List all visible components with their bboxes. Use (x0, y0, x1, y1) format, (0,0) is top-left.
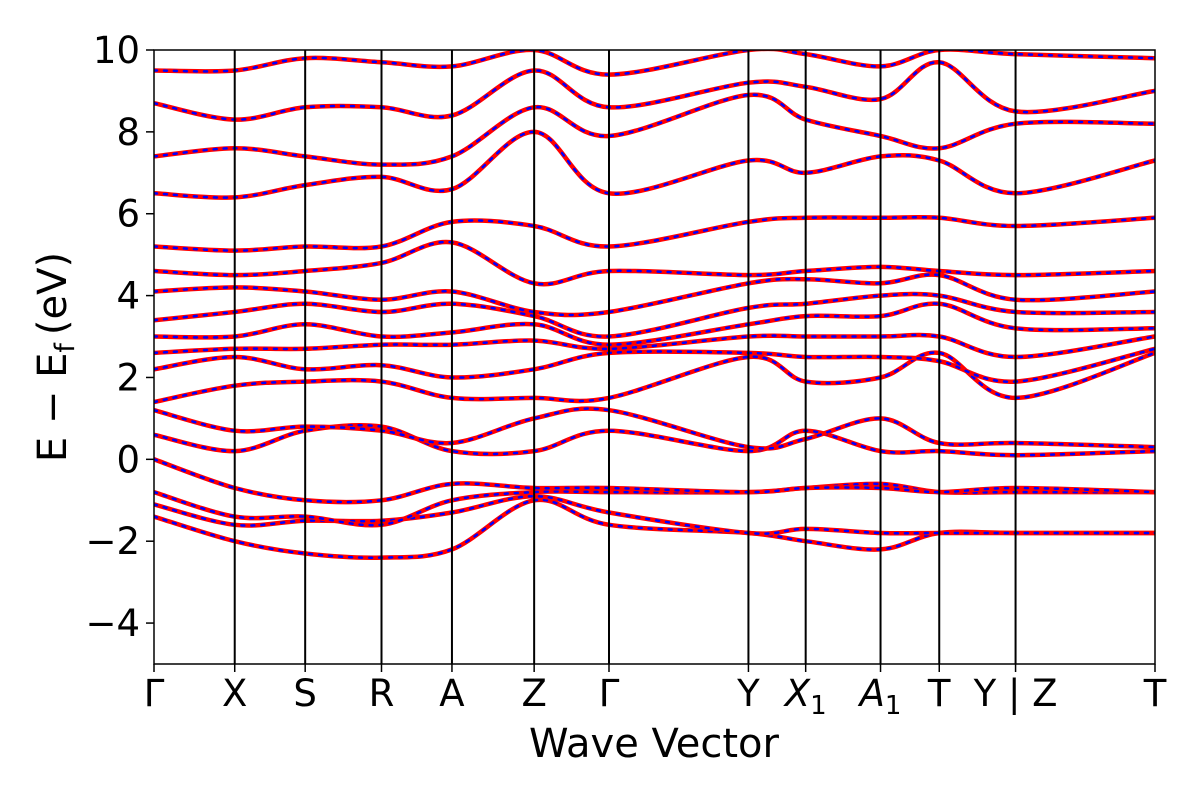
x-tick-label: T (1143, 672, 1167, 715)
band-13-blue (154, 215, 1155, 252)
x-tick-label: Y (736, 672, 760, 715)
y-tick-label: 4 (116, 275, 140, 318)
x-tick-label: T (927, 672, 951, 715)
band-9-blue (154, 302, 1155, 346)
y-tick-label: 10 (93, 29, 140, 72)
band-0-red (154, 497, 1155, 560)
x-axis-ticks: Γ X S R A Z Γ Y X1 A1 T Y | Z T (144, 664, 1167, 721)
x-tick-label: X1 (783, 672, 827, 721)
x-axis-label: Wave Vector (529, 721, 780, 767)
band-lines (154, 50, 1155, 560)
x-tick-label: Z (521, 672, 546, 715)
x-tick-label: A1 (858, 672, 902, 721)
band-3-blue (154, 458, 1155, 504)
y-tick-label: 6 (116, 193, 140, 236)
x-tick-label: A (439, 672, 464, 715)
y-tick-label: 2 (116, 356, 140, 399)
band-3-red (154, 457, 1155, 505)
x-tick-label: S (293, 672, 317, 715)
y-axis-label: E − Ef (eV) (30, 252, 81, 462)
band-7-red (154, 346, 1155, 384)
band-14-blue (154, 130, 1155, 199)
y-axis-label-main: E − E (30, 353, 76, 463)
x-tick-label: R (369, 672, 395, 715)
y-tick-label: −2 (85, 520, 140, 563)
x-tick-label: Γ (599, 672, 620, 715)
plot-frame (153, 49, 1156, 665)
y-axis-label-unit: (eV) (30, 252, 76, 335)
y-axis-ticks: −4 −2 0 2 4 6 8 10 (85, 29, 154, 645)
band-5-red (154, 406, 1155, 451)
band-16-blue (154, 61, 1155, 121)
high-symmetry-lines (233, 50, 1017, 664)
x-tick-label: X (222, 672, 247, 715)
x-tick-label: Γ (144, 672, 165, 715)
y-axis-label-sub: f (50, 342, 81, 353)
y-tick-label: 8 (116, 111, 140, 154)
x-tick-label: Y | Z (973, 672, 1058, 715)
band-17-red (154, 50, 1155, 77)
band-6-red (154, 350, 1155, 405)
band-17-blue (154, 50, 1155, 76)
band-4-blue (154, 423, 1155, 457)
y-tick-label: 0 (116, 438, 140, 481)
band-4-red (154, 422, 1155, 458)
y-tick-label: −4 (85, 602, 140, 645)
